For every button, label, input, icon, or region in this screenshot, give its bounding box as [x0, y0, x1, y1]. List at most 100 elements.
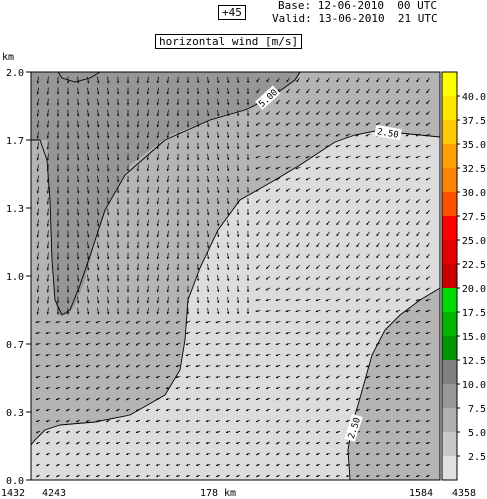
wind-vector-head: [256, 441, 259, 445]
wind-vector-head: [236, 300, 240, 303]
wind-vector-head: [356, 79, 359, 83]
wind-vector-head: [176, 257, 180, 260]
wind-vector-head: [355, 343, 359, 346]
wind-vector-head: [175, 353, 179, 357]
wind-vector-head: [226, 278, 230, 281]
wind-vector-head: [405, 277, 409, 280]
wind-vector-head: [395, 123, 399, 126]
wind-vector-head: [305, 156, 308, 159]
wind-vector-head: [296, 474, 299, 478]
wind-vector-head: [376, 474, 379, 478]
wind-vector-head: [87, 169, 90, 172]
wind-vector-head: [225, 331, 228, 335]
wind-vector-head: [306, 387, 309, 390]
wind-vector-head: [86, 463, 89, 467]
wind-vector-head: [66, 103, 70, 106]
wind-vector-head: [236, 289, 240, 292]
wind-vector-head: [296, 233, 299, 237]
wind-vector-head: [326, 101, 329, 104]
wind-vector-head: [235, 408, 239, 412]
wind-vector-head: [55, 353, 58, 357]
wind-vector-head: [126, 430, 129, 434]
wind-vector-head: [136, 147, 140, 150]
wind-vector-head: [145, 376, 149, 379]
contour-line-middle: [31, 129, 440, 446]
wind-vector-head: [56, 474, 59, 478]
wind-vector-head: [246, 474, 249, 478]
colorbar-bin: [442, 288, 457, 312]
wind-vector-head: [275, 277, 279, 280]
wind-vector-head: [186, 136, 190, 139]
chart-title: horizontal wind [m/s]: [155, 34, 303, 49]
wind-vector-head: [376, 112, 379, 115]
wind-vector-head: [336, 408, 339, 412]
wind-vector-head: [46, 452, 49, 456]
wind-vector-head: [306, 255, 309, 258]
wind-vector-head: [136, 301, 140, 304]
wind-vector-head: [76, 409, 79, 412]
wind-vector-head: [126, 290, 130, 293]
wind-vector-head: [106, 452, 109, 456]
wind-vector-head: [376, 255, 379, 258]
wind-vector-head: [406, 233, 409, 237]
wind-vector-head: [375, 277, 379, 280]
wind-vector-head: [166, 136, 170, 139]
wind-vector-head: [76, 92, 80, 95]
wind-vector-head: [56, 114, 60, 117]
wind-vector-head: [315, 298, 318, 302]
wind-vector-head: [385, 343, 389, 346]
wind-vector-head: [156, 157, 160, 161]
wind-vector-head: [56, 191, 60, 194]
y-tick-label: 0.7: [6, 340, 24, 351]
wind-vector-head: [406, 463, 409, 467]
wind-vector-head: [206, 179, 210, 183]
wind-vector-head: [385, 364, 389, 368]
wind-vector-head: [286, 200, 289, 203]
wind-vector-head: [56, 442, 59, 445]
wind-vector-head: [97, 147, 100, 150]
wind-vector-head: [305, 288, 309, 291]
wind-vector-head: [226, 463, 229, 467]
wind-vector-head: [146, 235, 150, 238]
wind-vector-head: [236, 463, 239, 467]
wind-vector-head: [166, 180, 170, 183]
wind-vector-head: [125, 321, 129, 324]
wind-vector-head: [246, 419, 249, 423]
wind-vector-head: [275, 288, 279, 291]
wind-vector-head: [235, 375, 238, 379]
wind-vector-head: [87, 213, 90, 216]
wind-vector-head: [385, 277, 389, 280]
wind-vector-head: [175, 452, 179, 456]
wind-vector-head: [405, 123, 409, 126]
wind-vector-head: [56, 246, 60, 249]
wind-vector-head: [46, 257, 50, 260]
wind-vector-head: [156, 256, 160, 260]
wind-vector-head: [346, 387, 349, 390]
wind-vector-head: [246, 91, 250, 94]
wind-vector-head: [205, 408, 209, 412]
wind-vector-head: [305, 277, 309, 280]
wind-vector-head: [246, 212, 250, 215]
colorbar: 2.55.07.510.012.515.017.520.022.525.027.…: [441, 71, 486, 481]
wind-vector-head: [256, 266, 259, 269]
wind-vector-head: [87, 301, 90, 304]
wind-vector-head: [216, 135, 220, 139]
wind-vector-head: [416, 266, 419, 269]
wind-vector-head: [165, 430, 169, 434]
wind-vector-head: [385, 452, 389, 456]
wind-vector-head: [186, 279, 190, 282]
wind-vector-head: [196, 103, 200, 106]
x-axis-label: 1432: [1, 488, 25, 499]
wind-vector-head: [97, 290, 100, 293]
wind-vector-head: [345, 167, 349, 170]
wind-vector-head: [376, 211, 379, 214]
wind-vector-head: [135, 321, 139, 324]
colorbar-bin: [442, 216, 457, 240]
wind-vector-head: [306, 222, 309, 226]
wind-vector-head: [396, 255, 399, 258]
wind-vector-head: [325, 277, 329, 280]
wind-vector-head: [166, 279, 170, 282]
wind-vector-head: [196, 213, 200, 216]
wind-vector-head: [206, 452, 209, 456]
wind-vector-head: [226, 300, 230, 303]
